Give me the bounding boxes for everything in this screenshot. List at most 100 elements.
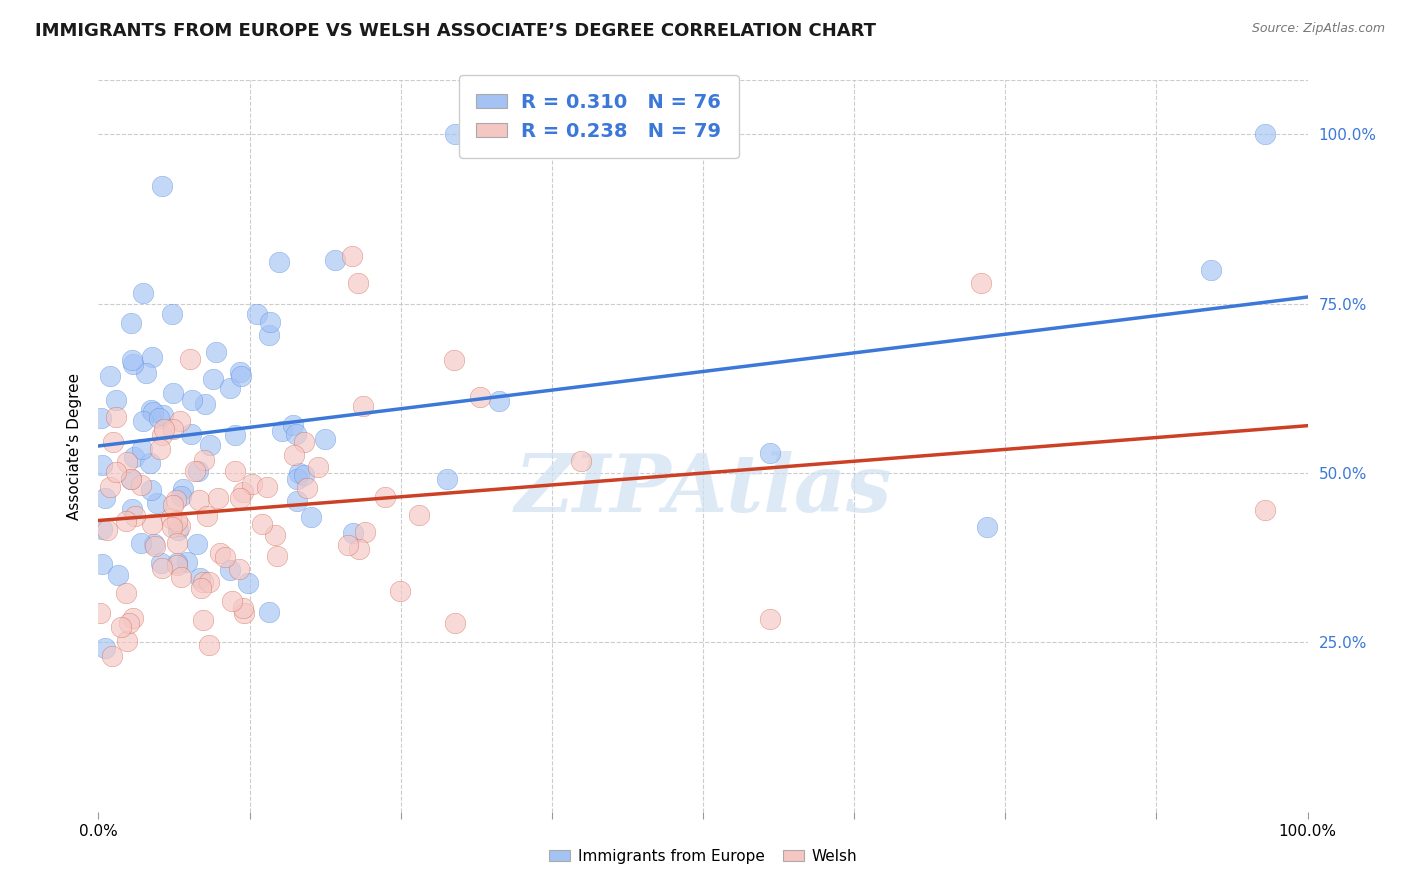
Point [256,480,278,494]
Point [259,315,281,329]
Point [146,495,169,509]
Point [197,574,219,589]
Point [191,574,214,589]
Point [150,179,173,194]
Point [122,450,145,464]
Point [263,528,285,542]
Point [443,353,465,368]
Point [183,464,205,478]
Point [167,523,190,537]
Point [142,405,165,419]
Point [162,385,184,400]
Point [124,508,146,523]
Point [444,128,467,142]
Point [117,615,139,630]
Point [152,409,174,423]
Point [569,454,592,468]
Point [153,422,176,436]
Point [292,434,315,449]
Point [121,611,143,625]
Point [101,435,124,450]
Point [436,472,458,486]
Point [93,491,115,506]
Point [139,456,162,470]
Text: IMMIGRANTS FROM EUROPE VS WELSH ASSOCIATE’S DEGREE CORRELATION CHART: IMMIGRANTS FROM EUROPE VS WELSH ASSOCIAT… [35,22,876,40]
Point [170,569,193,583]
Point [224,464,246,478]
Point [162,498,184,512]
Point [94,641,117,656]
Point [105,393,128,408]
Point [444,616,467,631]
Point [228,562,250,576]
Point [129,535,152,549]
Point [287,466,309,480]
Point [238,576,260,591]
Point [110,620,132,634]
Point [232,601,254,615]
Point [229,365,252,379]
Point [257,327,280,342]
Point [132,414,155,428]
Point [115,514,138,528]
Point [149,442,172,456]
Point [758,612,780,626]
Point [121,352,143,367]
Point [166,514,188,528]
Point [193,453,215,467]
Point [98,480,121,494]
Point [181,393,204,408]
Point [150,561,173,575]
Point [141,517,163,532]
Point [141,403,163,417]
Point [219,563,242,577]
Point [488,394,510,409]
Point [195,508,218,523]
Point [1254,128,1277,142]
Point [139,483,162,497]
Point [353,524,375,539]
Point [229,491,252,505]
Point [194,397,217,411]
Point [100,369,122,384]
Point [970,277,993,291]
Point [141,350,163,364]
Point [266,549,288,564]
Point [162,422,184,436]
Point [188,571,211,585]
Point [245,307,267,321]
Point [160,510,183,524]
Point [166,556,188,570]
Point [165,492,187,507]
Point [229,368,252,383]
Point [233,606,256,620]
Point [131,442,153,457]
Point [121,502,143,516]
Point [323,252,346,267]
Point [121,317,143,331]
Point [314,433,336,447]
Point [176,555,198,569]
Point [150,556,173,570]
Point [1254,503,1277,517]
Point [232,485,254,500]
Point [1199,263,1222,277]
Point [115,586,138,600]
Point [107,568,129,582]
Point [240,476,263,491]
Point [352,400,374,414]
Point [162,307,184,321]
Point [143,537,166,551]
Point [120,472,142,486]
Point [91,557,114,571]
Point [166,558,188,572]
Point [283,448,305,462]
Point [408,508,430,522]
Point [257,605,280,619]
Point [187,464,209,478]
Point [342,249,364,263]
Point [91,458,114,472]
Point [267,255,290,269]
Point [115,455,138,469]
Point [172,482,194,496]
